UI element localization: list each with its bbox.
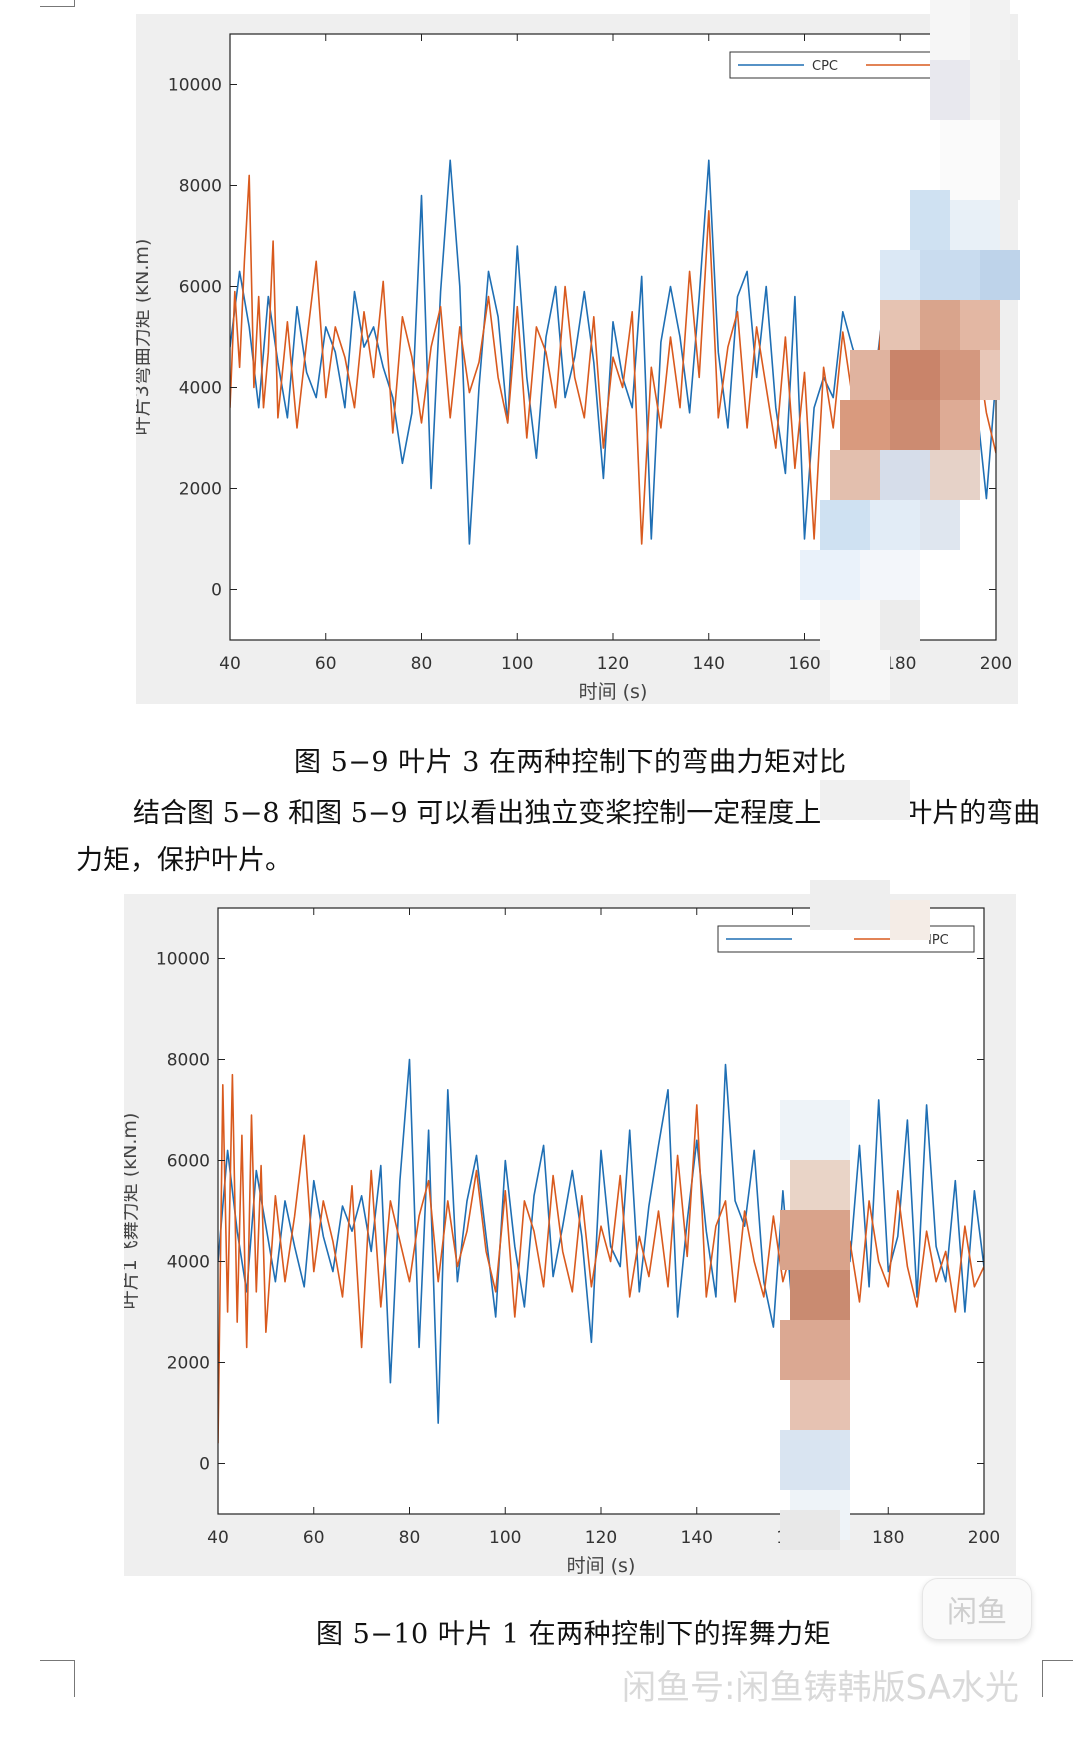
- mosaic-cell: [780, 1320, 850, 1380]
- mosaic-cell: [790, 1160, 850, 1210]
- mosaic-cell: [890, 900, 930, 940]
- x-tick-label: 200: [980, 654, 1012, 674]
- body-paragraph: 结合图 5−8 和图 5−9 可以看出独立变桨控制一定程度上 叶片的弯曲 力矩，保…: [76, 790, 1066, 884]
- x-tick-label: 120: [597, 654, 629, 674]
- series-line-blue: [218, 1058, 984, 1424]
- y-tick-label: 0: [199, 1455, 210, 1475]
- paragraph-line-1-end: 叶片的弯曲: [905, 798, 1041, 829]
- mosaic-cell: [830, 650, 890, 700]
- figure-5-10: 4060801001201401601802000200040006000800…: [124, 894, 1016, 1576]
- mosaic-cell: [790, 1380, 850, 1430]
- paragraph-line-1: 结合图 5−8 和图 5−9 可以看出独立变桨控制一定程度上: [133, 798, 822, 829]
- mosaic-cell: [820, 500, 870, 550]
- mosaic-cell: [780, 1430, 850, 1490]
- y-tick-label: 4000: [167, 1253, 210, 1273]
- mosaic-cell: [960, 300, 1000, 350]
- mosaic-cell: [840, 400, 890, 450]
- x-tick-label: 100: [489, 1528, 521, 1548]
- mosaic-cell: [880, 600, 920, 650]
- mosaic-cell: [930, 60, 970, 120]
- mosaic-cell: [940, 350, 980, 400]
- legend-label: IPC: [928, 933, 949, 948]
- mosaic-cell: [890, 400, 940, 450]
- mosaic-cell: [880, 300, 920, 350]
- y-axis-label: 叶片3弯曲力矩 (kN.m): [136, 239, 153, 436]
- xianyu-badge: 闲鱼: [922, 1578, 1032, 1640]
- x-tick-label: 60: [315, 654, 337, 674]
- y-tick-label: 2000: [167, 1354, 210, 1374]
- x-tick-label: 180: [872, 1528, 904, 1548]
- mosaic-cell: [810, 880, 890, 930]
- y-tick-label: 10000: [168, 76, 222, 96]
- mosaic-cell: [860, 550, 920, 600]
- mosaic-cell: [880, 250, 920, 300]
- x-tick-label: 40: [207, 1528, 229, 1548]
- mosaic-cell: [940, 120, 1000, 200]
- mosaic-cell: [1000, 60, 1020, 200]
- crop-mark-top-left: [40, 0, 75, 7]
- y-axis-label: 叶片1飞舞力矩 (kN.m): [124, 1113, 141, 1310]
- x-tick-label: 80: [399, 1528, 421, 1548]
- mosaic-cell: [920, 300, 960, 350]
- y-tick-label: 2000: [179, 480, 222, 500]
- plot-area: [218, 908, 984, 1514]
- mosaic-cell: [920, 250, 980, 300]
- mosaic-cell: [800, 550, 860, 600]
- y-tick-label: 6000: [179, 278, 222, 298]
- x-tick-label: 140: [681, 1528, 713, 1548]
- figure-5-9-caption: 图 5−9 叶片 3 在两种控制下的弯曲力矩对比: [294, 747, 847, 778]
- y-tick-label: 10000: [156, 950, 210, 970]
- y-tick-label: 6000: [167, 1152, 210, 1172]
- mosaic-cell: [980, 250, 1020, 300]
- mosaic-cell: [780, 1210, 850, 1270]
- x-tick-label: 100: [501, 654, 533, 674]
- mosaic-cell: [790, 1270, 850, 1320]
- paragraph-line-2: 力矩，保护叶片。: [76, 845, 292, 876]
- x-tick-label: 180: [884, 654, 916, 674]
- x-tick-label: 200: [968, 1528, 1000, 1548]
- y-tick-label: 4000: [179, 379, 222, 399]
- y-tick-label: 0: [211, 581, 222, 601]
- x-tick-label: 40: [219, 654, 241, 674]
- x-axis-label: 时间 (s): [579, 681, 648, 703]
- watermark-text: 闲鱼号:闲鱼铸韩版SA水光: [622, 1668, 1019, 1708]
- y-tick-label: 8000: [179, 177, 222, 197]
- mosaic-cell: [780, 1510, 840, 1550]
- crop-mark-bottom-right: [1042, 1660, 1073, 1697]
- crop-mark-bottom-left: [40, 1660, 75, 1697]
- mosaic-cell: [910, 190, 950, 250]
- x-tick-label: 160: [788, 654, 820, 674]
- legend-label: CPC: [812, 59, 838, 74]
- x-tick-label: 120: [585, 1528, 617, 1548]
- mosaic-cell: [920, 500, 960, 550]
- mosaic-cell: [830, 450, 880, 500]
- mosaic-cell: [930, 450, 980, 500]
- mosaic-cell: [820, 600, 880, 650]
- mosaic-cell: [850, 350, 890, 400]
- mosaic-cell: [890, 350, 940, 400]
- x-axis-label: 时间 (s): [567, 1555, 636, 1576]
- figure-5-10-caption: 图 5−10 叶片 1 在两种控制下的挥舞力矩: [316, 1619, 832, 1650]
- x-tick-label: 60: [303, 1528, 325, 1548]
- figure-5-10-chart: 4060801001201401601802000200040006000800…: [124, 907, 1000, 1576]
- mosaic-cell: [820, 780, 910, 820]
- mosaic-cell: [870, 500, 920, 550]
- mosaic-cell: [980, 350, 1000, 400]
- mosaic-cell: [930, 0, 970, 60]
- mosaic-cell: [940, 400, 980, 450]
- y-tick-label: 8000: [167, 1051, 210, 1071]
- mosaic-cell: [880, 450, 930, 500]
- mosaic-cell: [780, 1100, 850, 1160]
- x-tick-label: 80: [411, 654, 433, 674]
- x-tick-label: 140: [693, 654, 725, 674]
